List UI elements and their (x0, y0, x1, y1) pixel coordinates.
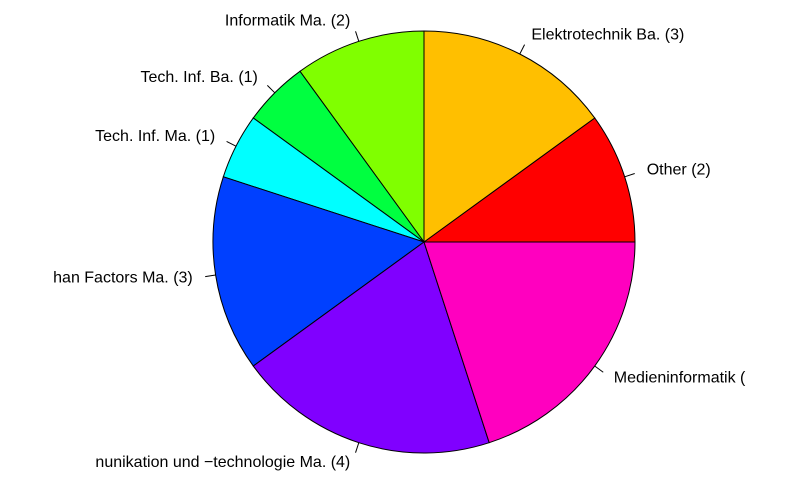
label-tick (519, 44, 526, 55)
label-tick (205, 274, 216, 278)
label-tick (355, 442, 360, 453)
pie-slice (423, 30, 596, 243)
label-tick (226, 140, 237, 147)
slice-label: Medieninformatik ( (614, 370, 746, 387)
slice-label: Other (2) (647, 161, 711, 178)
slice-label: Tech. Inf. Ma. (1) (95, 128, 215, 145)
pie-slice (212, 176, 426, 367)
pie-slice (299, 30, 425, 244)
slice-label: han Factors Ma. (3) (53, 270, 193, 287)
pie-slice (422, 117, 636, 243)
label-tick (266, 84, 276, 94)
slice-label: nunikation und −technologie Ma. (4) (95, 454, 350, 471)
slice-label: Informatik Ma. (2) (225, 12, 350, 29)
label-tick (624, 173, 635, 178)
label-tick (355, 31, 360, 42)
slice-label: Tech. Inf. Ba. (1) (140, 69, 257, 86)
slice-label: Elektrotechnik Ba. (3) (531, 26, 684, 43)
label-tick (594, 365, 604, 373)
